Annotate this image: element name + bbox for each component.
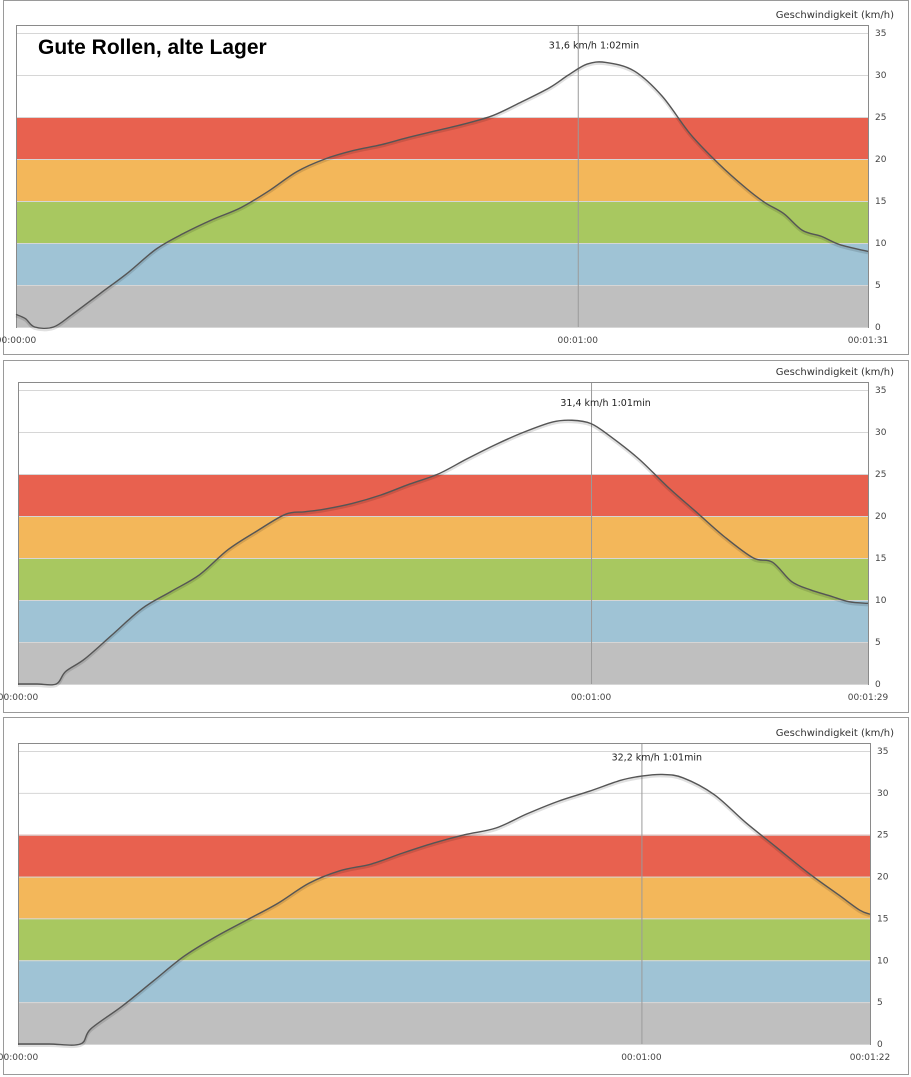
x-tick-label: 00:00:00 [0, 1053, 38, 1063]
zone-band-blue [17, 243, 868, 285]
peak-label: 31,6 km/h 1:02min [549, 40, 639, 51]
y-tick-label: 20 [877, 873, 889, 883]
y-tick-label: 35 [875, 29, 886, 39]
chart-panel-1: 0 5 10 15 20 25 30 35 Geschwindigkeit (km/h) 00:0… [0, 0, 911, 357]
zone-band-gray [17, 285, 868, 327]
zone-band-green [17, 201, 868, 243]
x-tick-label: 00:00:00 [0, 336, 36, 346]
x-tick-label: 00:01:22 [850, 1053, 890, 1063]
speed-line-shadow [18, 774, 871, 1049]
y-tick-label: 25 [875, 470, 886, 480]
speed-chart-2: 0 5 10 15 20 25 30 35 Geschwindigkeit (km/h) 00:0… [0, 360, 909, 713]
y-tick-label: 0 [875, 323, 881, 333]
peak-label: 31,4 km/h 1:01min [560, 398, 650, 409]
speed-chart-1: 0 5 10 15 20 25 30 35 Geschwindigkeit (km/h) 00:0… [0, 0, 909, 355]
y-tick-label: 35 [875, 386, 886, 396]
speed-chart-3: 0 5 10 15 20 25 30 35 Geschwindigkeit (km/h) 00:0… [0, 717, 909, 1075]
y-tick-label: 20 [875, 512, 887, 522]
chart-frame [3, 0, 909, 355]
y-tick-label: 30 [875, 428, 887, 438]
y-tick-label: 15 [875, 554, 886, 564]
y-tick-label: 0 [877, 1040, 883, 1050]
x-tick-label: 00:01:00 [558, 336, 599, 346]
speed-line [15, 61, 869, 330]
x-tick-label: 00:01:00 [621, 1053, 662, 1063]
zone-band-red [19, 474, 868, 516]
zone-band-orange [17, 159, 868, 201]
y-tick-label: 10 [877, 956, 889, 966]
zone-band-gray [19, 1002, 870, 1044]
zone-band-orange [19, 516, 868, 558]
zone-band-gray [19, 642, 868, 684]
y-axis-title: Geschwindigkeit (km/h) [776, 728, 894, 739]
y-axis-title: Geschwindigkeit (km/h) [776, 367, 894, 378]
speed-line-shadow [15, 61, 869, 332]
chart-panel-2: 0 5 10 15 20 25 30 35 Geschwindigkeit (km/h) 00:0… [0, 360, 911, 715]
zone-band-red [17, 117, 868, 159]
y-tick-label: 10 [875, 596, 887, 606]
zone-band-blue [19, 960, 870, 1003]
zone-band-blue [19, 600, 868, 642]
peak-label: 32,2 km/h 1:01min [612, 752, 702, 763]
speed-line-shadow [18, 420, 869, 688]
y-tick-label: 35 [877, 747, 888, 757]
y-tick-label: 25 [875, 113, 886, 123]
chart-frame [3, 717, 909, 1075]
speed-line [18, 773, 871, 1046]
chart-heading: Gute Rollen, alte Lager [38, 36, 267, 59]
zone-band-red [19, 834, 870, 877]
y-tick-label: 5 [877, 998, 883, 1008]
y-tick-label: 0 [875, 680, 881, 690]
x-tick-label: 00:01:00 [571, 693, 612, 703]
x-tick-label: 00:01:31 [848, 336, 888, 346]
y-tick-label: 20 [875, 155, 887, 165]
zone-band-green [19, 558, 868, 600]
zone-band-green [19, 918, 870, 961]
speed-line [18, 419, 869, 686]
zone-band-orange [19, 876, 870, 919]
y-tick-label: 5 [875, 281, 881, 291]
y-tick-label: 30 [877, 789, 889, 799]
x-tick-label: 00:01:29 [848, 693, 889, 703]
chart-frame [3, 360, 909, 713]
y-tick-label: 5 [875, 638, 881, 648]
y-tick-label: 30 [875, 71, 887, 81]
y-tick-label: 10 [875, 239, 887, 249]
y-tick-label: 15 [875, 197, 886, 207]
y-tick-label: 25 [877, 831, 888, 841]
chart-panel-3: 0 5 10 15 20 25 30 35 Geschwindigkeit (km/h) 00:0… [0, 717, 911, 1077]
y-tick-label: 15 [877, 914, 888, 924]
y-axis-title: Geschwindigkeit (km/h) [776, 10, 894, 21]
x-tick-label: 00:00:00 [0, 693, 38, 703]
